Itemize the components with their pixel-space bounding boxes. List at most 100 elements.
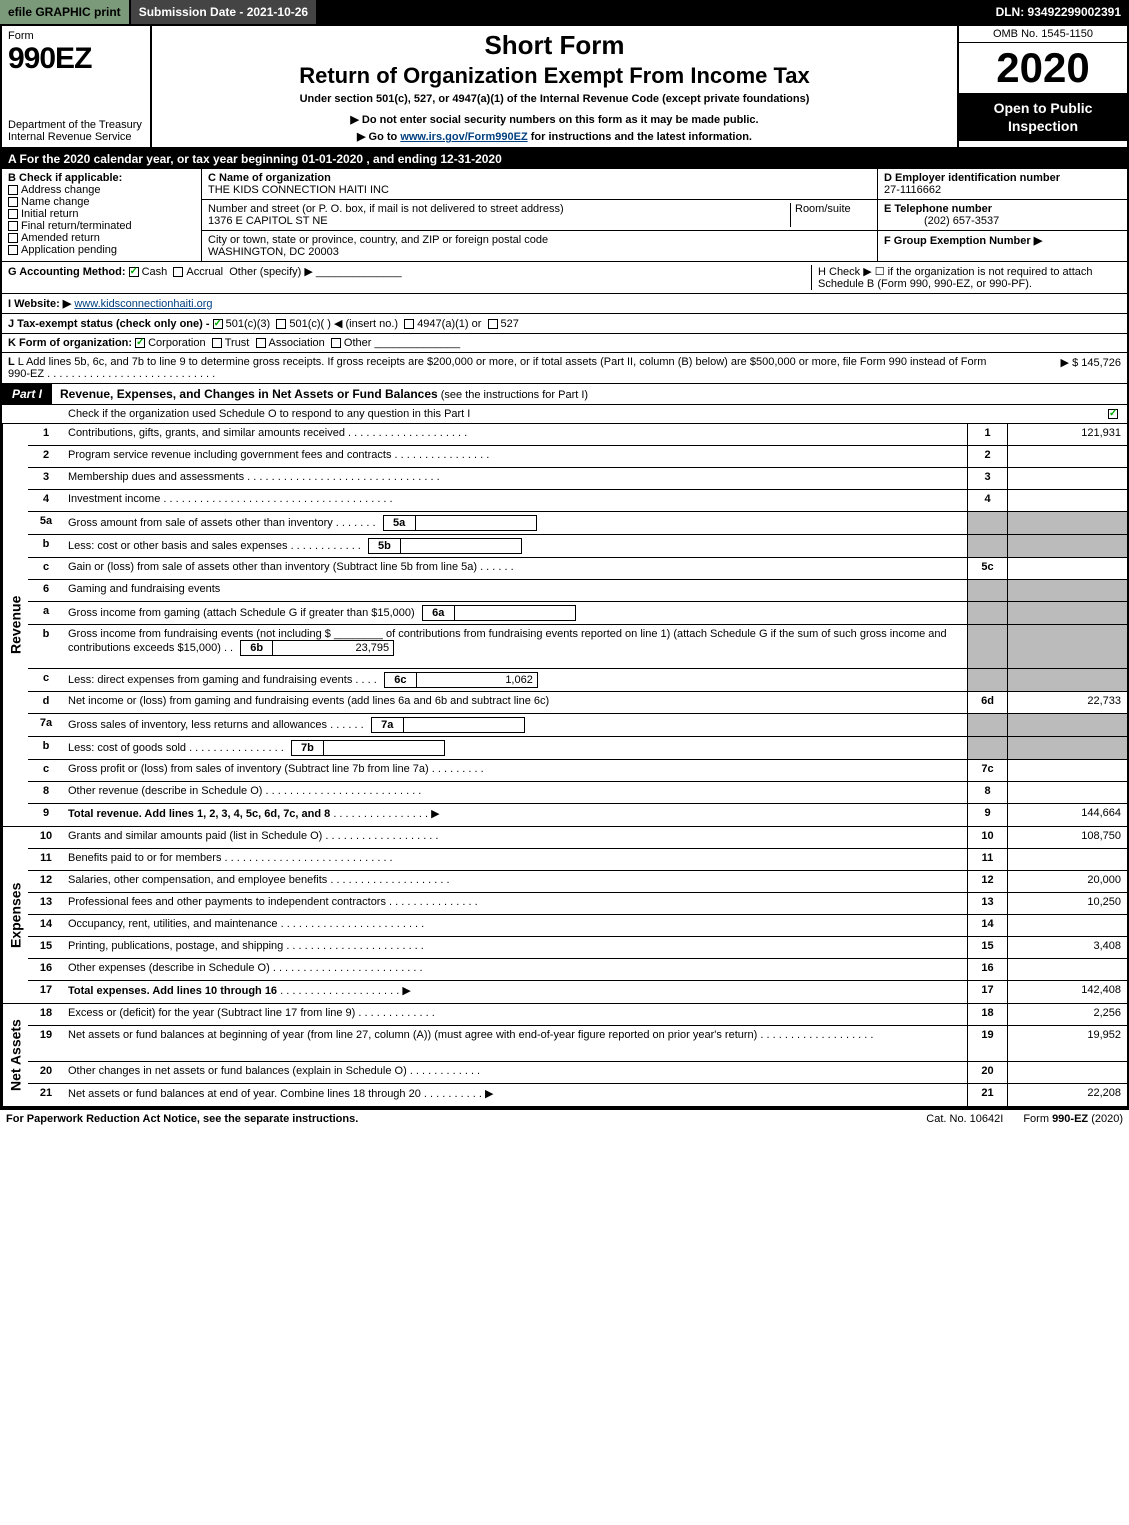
section-def: D Employer identification number 27-1116… xyxy=(877,169,1127,261)
line-13: 13Professional fees and other payments t… xyxy=(28,893,1127,915)
org-name: THE KIDS CONNECTION HAITI INC xyxy=(208,184,389,196)
return-title: Return of Organization Exempt From Incom… xyxy=(158,63,951,89)
footer-left: For Paperwork Reduction Act Notice, see … xyxy=(6,1113,906,1125)
line-7a: 7aGross sales of inventory, less returns… xyxy=(28,714,1127,737)
line-5c: cGain or (loss) from sale of assets othe… xyxy=(28,558,1127,580)
form-number: 990EZ xyxy=(8,42,144,76)
revenue-section: Revenue 1Contributions, gifts, grants, a… xyxy=(2,424,1127,827)
dln-label: DLN: 93492299002391 xyxy=(988,0,1129,24)
short-form-title: Short Form xyxy=(158,30,951,61)
header-right: OMB No. 1545-1150 2020 Open to Public In… xyxy=(957,26,1127,147)
section-b: B Check if applicable: Address change Na… xyxy=(2,169,202,261)
l-text: L L Add lines 5b, 6c, and 7b to line 9 t… xyxy=(8,356,1001,380)
dept-treasury: Department of the Treasury xyxy=(8,119,144,131)
line-21: 21Net assets or fund balances at end of … xyxy=(28,1084,1127,1106)
check-amended-return[interactable]: Amended return xyxy=(8,232,195,244)
part1-header: Part I Revenue, Expenses, and Changes in… xyxy=(2,384,1127,405)
netassets-vlabel: Net Assets xyxy=(2,1004,28,1106)
part1-check-box[interactable] xyxy=(1108,408,1121,420)
submission-date: Submission Date - 2021-10-26 xyxy=(131,0,316,24)
org-name-label: C Name of organization xyxy=(208,172,331,184)
line-4: 4Investment income . . . . . . . . . . .… xyxy=(28,490,1127,512)
ein-label: D Employer identification number xyxy=(884,172,1060,184)
goto-post: for instructions and the latest informat… xyxy=(528,131,752,143)
i-label: I Website: ▶ xyxy=(8,298,71,310)
check-501c[interactable] xyxy=(276,319,286,329)
check-other-org[interactable] xyxy=(331,338,341,348)
ein-cell: D Employer identification number 27-1116… xyxy=(878,169,1127,200)
line-3: 3Membership dues and assessments . . . .… xyxy=(28,468,1127,490)
section-g: G Accounting Method: Cash Accrual Other … xyxy=(8,265,811,290)
city-label: City or town, state or province, country… xyxy=(208,234,548,246)
check-final-return[interactable]: Final return/terminated xyxy=(8,220,195,232)
line-6d: dNet income or (loss) from gaming and fu… xyxy=(28,692,1127,714)
j-label: J Tax-exempt status (check only one) - xyxy=(8,318,210,330)
footer-right: Form 990-EZ (2020) xyxy=(1023,1113,1123,1125)
efile-print-button[interactable]: efile GRAPHIC print xyxy=(0,0,131,24)
header-left: Form 990EZ Department of the Treasury In… xyxy=(2,26,152,147)
check-trust[interactable] xyxy=(212,338,222,348)
check-527[interactable] xyxy=(488,319,498,329)
k-label: K Form of organization: xyxy=(8,337,132,349)
line-18: 18Excess or (deficit) for the year (Subt… xyxy=(28,1004,1127,1026)
form-header: Form 990EZ Department of the Treasury In… xyxy=(2,26,1127,149)
city-cell: City or town, state or province, country… xyxy=(202,231,877,261)
revenue-body: 1Contributions, gifts, grants, and simil… xyxy=(28,424,1127,826)
check-501c3[interactable] xyxy=(213,319,223,329)
room-suite-label: Room/suite xyxy=(791,203,871,227)
row-gh: G Accounting Method: Cash Accrual Other … xyxy=(2,262,1127,294)
topbar-spacer xyxy=(316,0,987,24)
expenses-vlabel: Expenses xyxy=(2,827,28,1003)
revenue-vlabel: Revenue xyxy=(2,424,28,826)
line-6c: cLess: direct expenses from gaming and f… xyxy=(28,669,1127,692)
website-link[interactable]: www.kidsconnectionhaiti.org xyxy=(74,298,212,310)
netassets-body: 18Excess or (deficit) for the year (Subt… xyxy=(28,1004,1127,1106)
line-9: 9Total revenue. Add lines 1, 2, 3, 4, 5c… xyxy=(28,804,1127,826)
page-footer: For Paperwork Reduction Act Notice, see … xyxy=(0,1110,1129,1128)
check-name-change[interactable]: Name change xyxy=(8,196,195,208)
warning-ssn: ▶ Do not enter social security numbers o… xyxy=(158,113,951,126)
part1-check-text: Check if the organization used Schedule … xyxy=(8,408,1108,420)
addr-label: Number and street (or P. O. box, if mail… xyxy=(208,203,564,215)
section-h: H Check ▶ ☐ if the organization is not r… xyxy=(811,265,1121,290)
group-cell: F Group Exemption Number ▶ xyxy=(878,231,1127,250)
irs-link[interactable]: www.irs.gov/Form990EZ xyxy=(400,131,527,143)
check-cash[interactable] xyxy=(129,267,139,277)
period-row: A For the 2020 calendar year, or tax yea… xyxy=(2,149,1127,169)
dept-irs: Internal Revenue Service xyxy=(8,131,144,143)
line-10: 10Grants and similar amounts paid (list … xyxy=(28,827,1127,849)
line-7b: bLess: cost of goods sold . . . . . . . … xyxy=(28,737,1127,760)
line-12: 12Salaries, other compensation, and empl… xyxy=(28,871,1127,893)
group-label: F Group Exemption Number ▶ xyxy=(884,235,1042,247)
check-assoc[interactable] xyxy=(256,338,266,348)
omb-number: OMB No. 1545-1150 xyxy=(959,26,1127,43)
header-center: Short Form Return of Organization Exempt… xyxy=(152,26,957,147)
footer-catno: Cat. No. 10642I xyxy=(906,1113,1023,1125)
line-6b: bGross income from fundraising events (n… xyxy=(28,625,1127,669)
l-amount: ▶ $ 145,726 xyxy=(1001,356,1121,380)
line-1: 1Contributions, gifts, grants, and simil… xyxy=(28,424,1127,446)
check-initial-return[interactable]: Initial return xyxy=(8,208,195,220)
line-16: 16Other expenses (describe in Schedule O… xyxy=(28,959,1127,981)
check-accrual[interactable] xyxy=(173,267,183,277)
line-6: 6Gaming and fundraising events xyxy=(28,580,1127,602)
goto-pre: ▶ Go to xyxy=(357,131,400,143)
tel-value: (202) 657-3537 xyxy=(884,215,999,227)
subtitle: Under section 501(c), 527, or 4947(a)(1)… xyxy=(158,93,951,105)
expenses-section: Expenses 10Grants and similar amounts pa… xyxy=(2,827,1127,1004)
check-4947[interactable] xyxy=(404,319,414,329)
line-14: 14Occupancy, rent, utilities, and mainte… xyxy=(28,915,1127,937)
line-19: 19Net assets or fund balances at beginni… xyxy=(28,1026,1127,1062)
line-11: 11Benefits paid to or for members . . . … xyxy=(28,849,1127,871)
line-2: 2Program service revenue including gover… xyxy=(28,446,1127,468)
check-application-pending[interactable]: Application pending xyxy=(8,244,195,256)
city-value: WASHINGTON, DC 20003 xyxy=(208,246,339,258)
check-address-change[interactable]: Address change xyxy=(8,184,195,196)
addr-cell: Number and street (or P. O. box, if mail… xyxy=(202,200,877,231)
g-other: Other (specify) ▶ xyxy=(229,266,313,278)
netassets-section: Net Assets 18Excess or (deficit) for the… xyxy=(2,1004,1127,1108)
check-corp[interactable] xyxy=(135,338,145,348)
addr-value: 1376 E CAPITOL ST NE xyxy=(208,215,328,227)
line-20: 20Other changes in net assets or fund ba… xyxy=(28,1062,1127,1084)
g-label: G Accounting Method: xyxy=(8,266,126,278)
